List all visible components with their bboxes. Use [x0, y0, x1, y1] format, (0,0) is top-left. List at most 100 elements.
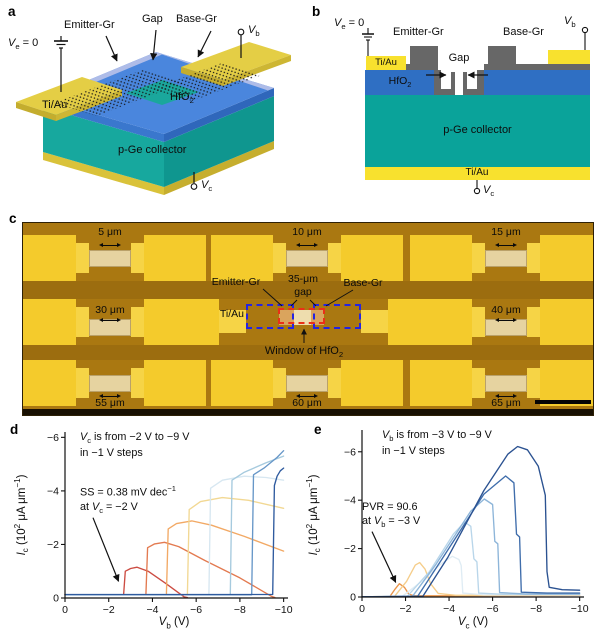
series-line	[361, 498, 581, 598]
panel-letter-d: d	[10, 422, 19, 437]
electrode-pad	[23, 299, 76, 345]
x-tick-label: −4	[443, 603, 455, 615]
emitter-gr-label: Emitter-Gr	[393, 26, 444, 38]
panel-c-micrograph: 5 μm 10 μm 15 μm 30 μm 40 μm 55 μm 60 μm 65 μm	[22, 222, 594, 416]
size-label: 65 μm	[491, 397, 521, 409]
hfo2-label: HfO2	[170, 91, 194, 106]
x-tick-label: −6	[190, 604, 202, 616]
electrode-pad-tab	[131, 307, 144, 337]
x-tick-label: −8	[530, 603, 542, 615]
emitter-graphene-patch	[279, 310, 294, 325]
electrode-pad-tab	[472, 307, 485, 337]
width-arrow	[99, 242, 121, 249]
electrode-pad-tab	[527, 368, 540, 398]
electrode-pad	[144, 235, 206, 281]
vb-label: Vb	[248, 24, 260, 39]
base-annotation: Base-Gr	[343, 277, 383, 289]
size-label: 55 μm	[95, 397, 125, 409]
gap-word-annotation: gap	[294, 286, 312, 298]
electrode-pad	[410, 360, 472, 406]
width-arrow	[296, 393, 318, 400]
graphene-profile	[406, 46, 590, 95]
electrode-pad-tab	[472, 368, 485, 398]
panel-a-3d-schematic: Ve = 0 Emitter-Gr Gap Base-Gr Vb Ti/Au H…	[6, 4, 298, 210]
series-line	[361, 583, 581, 598]
device-channel	[485, 319, 527, 336]
panel-d-transfer-plot: 0 −2 −4 −6 −8 −10 0 −2 −4 −6 Vc is from −2 V to −…	[8, 420, 300, 638]
x-tick-label: 0	[62, 604, 68, 616]
y-axis-label: Ic (102 μA μm−1)	[305, 474, 323, 556]
panel-letter-c: c	[9, 211, 17, 226]
label-arrows	[105, 29, 212, 62]
panel-letter-b: b	[312, 4, 321, 19]
gap-label: Gap	[448, 52, 470, 64]
series-line	[361, 475, 581, 598]
emitter-gr-label: Emitter-Gr	[64, 19, 115, 31]
series-line	[64, 450, 285, 596]
y-tick-label: −6	[344, 446, 356, 458]
electrode-pad-tab	[527, 307, 540, 337]
electrode-pad	[540, 235, 593, 281]
y-tick-label: −4	[344, 495, 356, 507]
width-arrow	[495, 317, 517, 324]
electrode-pad	[410, 235, 472, 281]
annotation-lines	[262, 288, 354, 343]
size-label: 10 μm	[292, 226, 322, 238]
width-arrow	[99, 317, 121, 324]
emitter-graphene-mesa	[410, 46, 438, 70]
gap-label: Gap	[142, 13, 163, 25]
vb-terminal	[581, 26, 589, 50]
transfer-curves-chart: 0 −2 −4 −6 −8 −10 0 −2 −4 −6	[47, 432, 293, 616]
emitter-tiau-contact	[366, 56, 406, 70]
annotation-arrow	[92, 517, 120, 582]
x-tick-label: −2	[400, 603, 412, 615]
vc-terminal	[190, 172, 198, 190]
hfo2-window-box	[278, 308, 325, 324]
y-tick-label: 0	[350, 592, 356, 604]
vc-terminal	[473, 180, 481, 195]
electrode-pad	[540, 360, 593, 406]
ve-label: Ve = 0	[8, 37, 39, 52]
gap-right-wall	[463, 72, 467, 95]
tiau-annotation: Ti/Au	[219, 308, 244, 320]
device-channel	[485, 374, 527, 392]
width-arrow	[99, 393, 121, 400]
bottom-metal-layer	[43, 141, 274, 195]
series-line	[64, 566, 189, 599]
emitter-graphene-box	[246, 304, 294, 329]
series-line	[64, 520, 285, 596]
width-arrow	[495, 393, 517, 400]
x-tick-label: 0	[359, 603, 365, 615]
panel-letter-e: e	[314, 422, 322, 437]
y-tick-label: −4	[47, 485, 59, 497]
row-gap-band	[23, 345, 593, 360]
device-channel	[485, 249, 527, 267]
electrode-pad-tab	[472, 243, 485, 273]
device-cross-section-drawing	[362, 26, 590, 195]
tiau-top-label: Ti/Au	[375, 57, 397, 68]
x-tick-label: −2	[103, 604, 115, 616]
size-label: 40 μm	[491, 304, 521, 316]
vc-label: Vc	[201, 179, 213, 194]
vb-label: Vb	[564, 15, 576, 30]
x-tick-label: −10	[275, 604, 293, 616]
tiau-label: Ti/Au	[42, 99, 68, 111]
electrode-pad-tab	[328, 243, 341, 273]
series-line	[361, 561, 581, 598]
width-arrow	[495, 242, 517, 249]
electrode-pad	[341, 235, 403, 281]
electrode-pad	[211, 235, 273, 281]
series-line	[64, 541, 276, 599]
x-tick-label: −10	[571, 603, 589, 615]
base-graphene-box	[313, 304, 361, 329]
emitter-graphene-sheet	[54, 70, 184, 116]
size-label: 60 μm	[292, 397, 322, 409]
emitter-annotation: Emitter-Gr	[211, 276, 261, 288]
electrode-pad	[157, 299, 219, 345]
electrode-pad-tab	[273, 243, 286, 273]
x-tick-label: −4	[146, 604, 158, 616]
size-label: 5 μm	[98, 226, 122, 238]
electrode-pad	[341, 360, 403, 406]
electrode-pad	[540, 299, 593, 345]
